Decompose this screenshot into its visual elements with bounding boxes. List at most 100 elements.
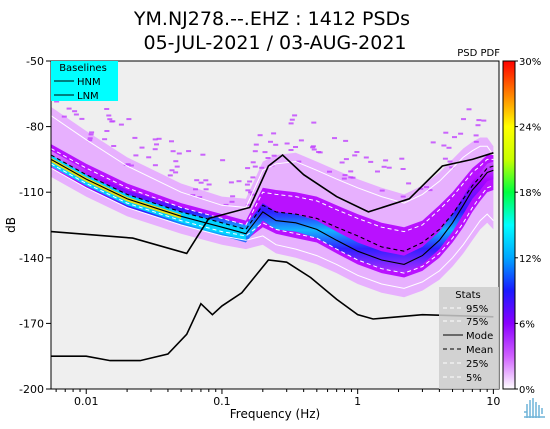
speckle [61,115,67,118]
speckle [87,139,93,142]
speckle [203,179,209,182]
speckle [146,156,152,159]
x-tick-label: 1 [354,395,361,408]
speckle [169,140,174,143]
speckle [229,200,235,203]
speckle [310,145,316,148]
speckle [339,161,345,164]
speckle [265,157,271,159]
lines-layer [51,115,494,362]
speckle [245,167,251,170]
speckle [128,164,134,167]
speckle [89,131,95,134]
speckle [132,136,138,139]
series-line-hnm [51,152,494,255]
speckle [442,157,448,160]
speckle [443,131,449,134]
speckle [87,137,93,140]
chart-title: YM.NJ278.--.EHZ : 1412 PSDs [133,8,410,30]
speckle [343,158,349,161]
stats-legend: Stats 95% 75% Mode Mean 25% 5% [439,287,499,389]
psd-pdf-label: PSD PDF [457,48,500,59]
speckle [332,137,337,140]
speckle [441,144,447,147]
plot-frame [50,60,500,390]
speckle [203,188,209,191]
speckle [198,181,204,184]
speckle [109,120,115,123]
colorbar-tick-label: 18% [519,188,541,199]
speckle [194,179,200,182]
speckle [66,107,72,110]
speckle [220,159,226,162]
speckle [383,159,389,162]
y-tick-label: -170 [19,317,44,330]
speckle [250,176,256,179]
series-line-lnm [51,259,494,362]
speckle [348,170,354,173]
series-line-mode [51,158,494,265]
speckle [375,170,380,173]
speckle [111,145,117,147]
colorbar: 30% 24% 18% 12% 6% 0% [502,57,541,396]
speckle [311,121,317,124]
speckle [352,154,358,157]
speckle [400,168,406,170]
chart-subtitle: 05-JUL-2021 / 03-AUG-2021 [144,32,407,54]
speckle [244,183,250,186]
speckle [327,170,332,173]
speckle [386,166,392,169]
speckle [118,123,124,126]
speckle [343,139,349,142]
speckle [311,148,317,151]
speckle [173,160,179,163]
speckle [481,119,487,122]
speckle [284,142,290,145]
speckle [250,161,256,164]
speckle [252,150,258,153]
speckle [106,114,112,117]
speckle [400,195,406,198]
speckle [174,165,180,168]
speckle [296,160,302,163]
baselines-legend-lnm: LNM [77,91,99,102]
speckle [126,118,132,121]
speckle [430,141,436,144]
speckle [475,124,481,127]
speckle [252,165,258,168]
speckle [447,160,453,163]
speckle [104,130,110,132]
speckle [289,118,295,121]
speckle [292,114,298,117]
series-line-75pct [51,148,494,233]
speckle [230,195,236,198]
colorbar-tick-label: 6% [519,319,535,330]
stats-legend-5: 5% [466,373,482,384]
y-tick-label: -140 [19,252,44,265]
baselines-legend-title: Baselines [59,63,107,74]
stats-legend-95: 95% [466,304,488,315]
density-core [51,150,494,274]
speckle [176,152,182,155]
series-line-25pct [51,163,494,274]
speckle [72,110,78,113]
speckle [293,146,298,148]
y-tick-label: -200 [19,383,44,396]
colorbar-tick-label: 0% [519,385,535,396]
speckle [190,194,196,197]
speckle [271,154,277,157]
speckle [223,203,229,206]
speckle [427,189,433,192]
speckle [104,108,110,110]
colorbar-tick-label: 24% [519,123,541,134]
x-axis-label: Frequency (Hz) [230,407,321,421]
colorbar-tick-label: 12% [519,254,541,265]
density-layer [51,106,494,298]
stats-legend-25: 25% [466,359,488,370]
speckle [271,132,277,135]
speckle [262,151,268,154]
speckle [123,163,129,166]
speckle [288,122,294,125]
